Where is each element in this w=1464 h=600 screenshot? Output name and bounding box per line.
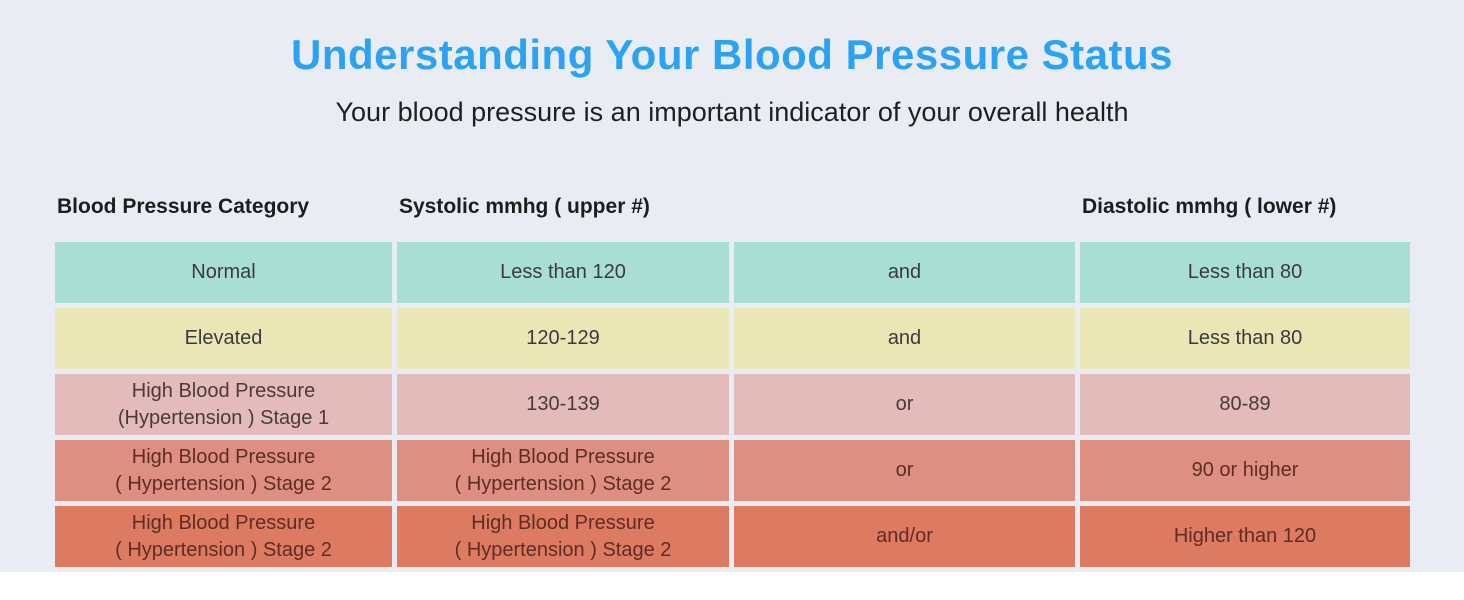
- table-row-stage2: High Blood Pressure ( Hypertension ) Sta…: [55, 440, 1410, 501]
- cell-diastolic: Less than 80: [1080, 308, 1410, 369]
- cell-category: Normal: [55, 242, 392, 303]
- column-header-systolic: Systolic mmhg ( upper #): [399, 195, 650, 218]
- column-header-category: Blood Pressure Category: [57, 195, 310, 218]
- table-row-normal: Normal Less than 120 and Less than 80: [55, 242, 1410, 303]
- column-header-diastolic: Diastolic mmhg ( lower #): [1082, 195, 1337, 218]
- cell-diastolic: Less than 80: [1080, 242, 1410, 303]
- cell-connector: and/or: [734, 506, 1075, 567]
- cell-category: High Blood Pressure (Hypertension ) Stag…: [55, 374, 392, 435]
- table-header-row: Blood Pressure Category Systolic mmhg ( …: [55, 192, 1410, 222]
- cell-systolic: Less than 120: [397, 242, 729, 303]
- page-subtitle: Your blood pressure is an important indi…: [335, 97, 1129, 127]
- bottom-strip: [0, 572, 1464, 600]
- table-row-hypertensive-crisis: High Blood Pressure ( Hypertension ) Sta…: [55, 506, 1410, 567]
- cell-category: High Blood Pressure ( Hypertension ) Sta…: [55, 440, 392, 501]
- cell-diastolic: 80-89: [1080, 374, 1410, 435]
- cell-category: High Blood Pressure ( Hypertension ) Sta…: [55, 506, 392, 567]
- cell-systolic: 120-129: [397, 308, 729, 369]
- table-row-stage1: High Blood Pressure (Hypertension ) Stag…: [55, 374, 1410, 435]
- cell-connector: or: [734, 440, 1075, 501]
- cell-systolic: High Blood Pressure ( Hypertension ) Sta…: [397, 506, 729, 567]
- page-title: Understanding Your Blood Pressure Status: [291, 31, 1173, 78]
- cell-connector: and: [734, 308, 1075, 369]
- cell-connector: or: [734, 374, 1075, 435]
- table-row-elevated: Elevated 120-129 and Less than 80: [55, 308, 1410, 369]
- cell-systolic: High Blood Pressure ( Hypertension ) Sta…: [397, 440, 729, 501]
- blood-pressure-table: Blood Pressure Category Systolic mmhg ( …: [55, 192, 1410, 567]
- cell-diastolic: 90 or higher: [1080, 440, 1410, 501]
- cell-category: Elevated: [55, 308, 392, 369]
- cell-diastolic: Higher than 120: [1080, 506, 1410, 567]
- cell-systolic: 130-139: [397, 374, 729, 435]
- cell-connector: and: [734, 242, 1075, 303]
- table-body: Normal Less than 120 and Less than 80 El…: [55, 242, 1410, 567]
